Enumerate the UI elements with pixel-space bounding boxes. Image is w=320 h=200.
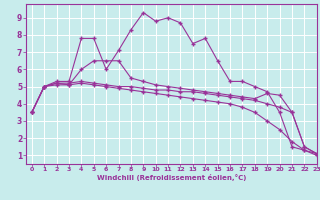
X-axis label: Windchill (Refroidissement éolien,°C): Windchill (Refroidissement éolien,°C): [97, 174, 246, 181]
